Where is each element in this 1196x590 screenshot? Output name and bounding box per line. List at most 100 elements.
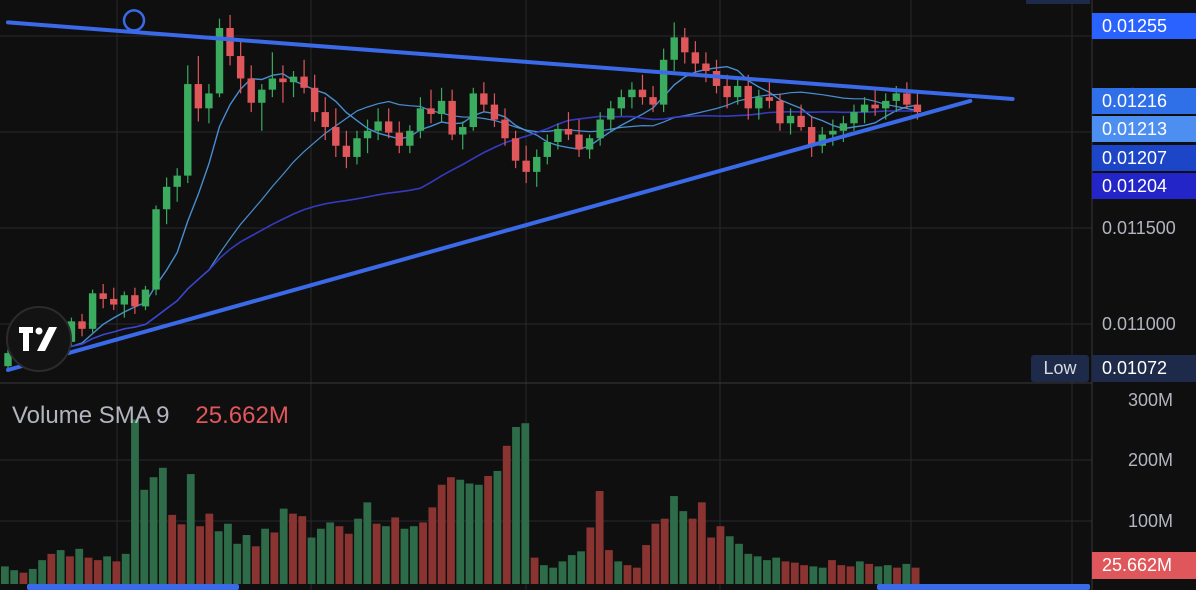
- volume-bar: [47, 553, 56, 584]
- volume-bar: [354, 518, 362, 584]
- candle-body: [300, 76, 308, 88]
- volume-bar: [224, 523, 232, 584]
- candle-body: [871, 104, 879, 109]
- volume-bar: [502, 445, 511, 584]
- volume-bar: [605, 550, 613, 584]
- volume-legend[interactable]: Volume SMA 9 25.662M: [12, 402, 289, 430]
- volume-bar: [344, 533, 353, 584]
- candle-body: [268, 78, 277, 90]
- candle-body: [152, 209, 160, 290]
- volume-bar: [837, 565, 846, 584]
- volume-tick: 100M: [1128, 511, 1174, 531]
- candle-body: [649, 97, 657, 105]
- candle-body: [818, 134, 826, 146]
- candle-body: [543, 141, 552, 157]
- candle-body: [638, 89, 647, 98]
- candle-body: [490, 104, 499, 120]
- candle-body: [733, 85, 742, 98]
- candle-body: [744, 85, 752, 109]
- volume-bar: [772, 557, 781, 584]
- candle-body: [205, 93, 213, 109]
- volume-current-tag: 25.662M: [1092, 552, 1196, 579]
- volume-bar: [735, 543, 743, 584]
- volume-bar: [800, 565, 808, 584]
- volume-bar: [270, 532, 279, 584]
- candle-body: [702, 63, 710, 71]
- tradingview-logo-icon[interactable]: [6, 306, 72, 372]
- candle-body: [723, 85, 731, 98]
- volume-bar: [484, 475, 493, 584]
- volume-bar: [75, 548, 84, 584]
- candle-body: [596, 119, 604, 139]
- volume-bar: [168, 514, 177, 584]
- candle-body: [141, 289, 150, 307]
- volume-bar: [103, 556, 112, 584]
- volume-bar: [233, 543, 242, 584]
- volume-bar: [56, 550, 65, 584]
- volume-legend-name: Volume SMA 9: [12, 402, 170, 429]
- price-tick: 0.011500: [1102, 218, 1176, 238]
- candle-body: [332, 127, 340, 146]
- candle-body: [88, 293, 97, 329]
- volume-bar: [549, 567, 558, 584]
- candle-body: [162, 186, 171, 210]
- volume-bar: [623, 565, 632, 584]
- volume-bar: [586, 527, 595, 584]
- volume-bar: [679, 511, 688, 584]
- candle-body: [416, 108, 425, 131]
- volume-bar: [131, 419, 139, 584]
- candle-body: [258, 89, 266, 103]
- volume-bar: [865, 563, 874, 584]
- volume-bar: [567, 555, 576, 584]
- volume-bar: [121, 553, 130, 584]
- candle-body: [564, 128, 573, 135]
- chart-grid: [0, 0, 1092, 590]
- candle-body: [607, 108, 615, 120]
- candle-body: [78, 321, 86, 329]
- volume-bar: [642, 545, 651, 584]
- candle-body: [585, 138, 594, 150]
- candle-body: [363, 130, 372, 139]
- candle-body: [617, 97, 626, 109]
- candle-body: [437, 100, 446, 114]
- volume-bar: [781, 561, 790, 584]
- candle-body: [353, 138, 361, 157]
- volume-bar: [595, 491, 604, 584]
- candle-body: [215, 28, 224, 94]
- volume-bar: [688, 518, 697, 584]
- volume-bar: [112, 561, 121, 584]
- scroll-indicator-left[interactable]: [27, 584, 239, 590]
- trendline-handle: [122, 9, 146, 32]
- trendlines[interactable]: [6, 9, 1144, 372]
- volume-bar: [1, 566, 9, 584]
- scroll-indicator-right[interactable]: [877, 584, 1090, 590]
- candle-body: [120, 295, 129, 305]
- candle-body: [406, 130, 414, 146]
- candle-body: [247, 78, 255, 103]
- volume-bar: [744, 553, 753, 584]
- price-tag: 0.01255: [1092, 13, 1196, 39]
- volume-bars: [1, 419, 920, 584]
- volume-bar: [205, 513, 214, 584]
- volume-bar: [716, 526, 725, 584]
- volume-bar: [902, 563, 911, 584]
- volume-bar: [316, 528, 325, 584]
- volume-bar: [214, 531, 223, 584]
- volume-bar: [911, 567, 920, 584]
- volume-bar: [539, 565, 548, 584]
- low-label: Low: [1031, 355, 1089, 382]
- volume-bar: [660, 518, 669, 584]
- volume-bar: [855, 561, 864, 584]
- candle-body: [511, 138, 520, 161]
- volume-bar: [763, 560, 771, 584]
- volume-bar: [242, 535, 251, 584]
- volume-bar: [521, 423, 530, 584]
- volume-bar: [697, 502, 706, 584]
- candle-body: [342, 145, 351, 157]
- volume-bar: [66, 556, 74, 584]
- candle-body: [691, 52, 700, 64]
- volume-bar: [893, 567, 901, 584]
- moving-average-line: [7, 110, 918, 360]
